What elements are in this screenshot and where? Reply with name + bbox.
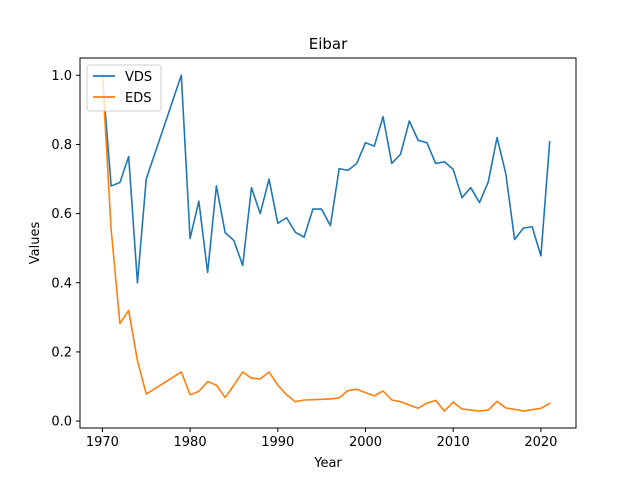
series-line-vds [101,74,551,284]
x-axis: 1970 1980 1990 2000 2010 2020 [86,428,557,450]
series-line-eds [101,74,551,412]
legend-label-vds: VDS [125,70,152,85]
y-tick-label: 0.4 [51,276,72,291]
chart-title: Eibar [309,35,348,53]
legend: VDS EDS [86,64,162,112]
x-tick-label: 1990 [261,435,294,450]
x-tick-label: 2010 [437,435,470,450]
x-tick-label: 2020 [524,435,557,450]
y-tick-label: 0.6 [51,207,72,222]
y-tick-label: 0.2 [51,345,72,360]
x-tick-label: 1980 [174,435,207,450]
plot-area [79,57,577,429]
y-axis: 0.0 0.2 0.4 0.6 0.8 1.0 [51,69,80,430]
y-tick-label: 1.0 [51,69,72,84]
legend-label-eds: EDS [125,91,151,106]
y-tick-label: 0.8 [51,138,72,153]
x-tick-label: 2000 [349,435,382,450]
x-tick-label: 1970 [86,435,119,450]
series-layer [101,74,551,412]
x-axis-label: Year [313,456,342,471]
y-axis-label: Values [28,222,43,265]
y-tick-label: 0.0 [51,415,72,430]
